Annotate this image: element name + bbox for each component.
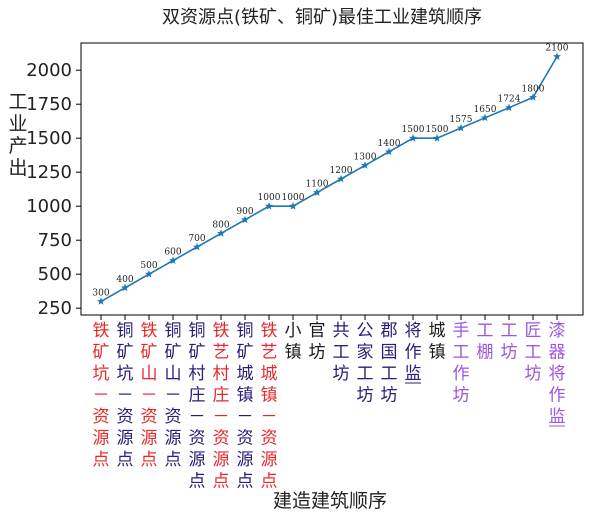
data-point [553,52,561,60]
x-axis-ticks [100,315,558,320]
y-axis-ticks: 250 500 750 1000 1250 1500 1750 2000 [26,60,81,319]
data-point [121,283,129,292]
x-category-label: 漆器将作监 [549,321,566,427]
series-markers [97,52,561,305]
x-category-label: 铜矿坑－资源点 [117,321,134,470]
data-label: 1500 [402,125,425,135]
data-point [289,202,297,210]
x-category-label: 工坊 [501,321,518,363]
data-label: 700 [188,234,205,244]
plot-area [80,42,584,316]
data-label: 1300 [354,152,377,162]
series-line [100,56,558,303]
y-axis-label-text: 工业产出 [8,91,27,179]
y-axis-label: 工业产出 [8,91,27,179]
data-point [529,93,537,101]
data-label: 600 [164,248,181,258]
y-tick-label: 1500 [26,128,72,149]
data-point [433,134,441,142]
x-category-label: 城镇 [429,321,446,363]
data-label: 800 [212,220,229,230]
x-axis-label: 建造建筑顺序 [273,490,387,512]
y-tick-label: 1750 [26,94,72,115]
x-category-label: 匠工坊 [525,321,542,384]
y-tick-label: 250 [38,298,72,319]
x-category-label: 官坊 [309,321,326,363]
x-category-label: 铁艺村庄－资源点 [213,321,230,492]
x-category-label: 共工坊 [333,321,350,384]
chart-title: 双资源点(铁矿、铜矿)最佳工业建筑顺序 [162,7,482,28]
data-label: 2100 [546,44,569,54]
data-label: 1000 [258,193,281,203]
x-category-label: 手工作坊 [453,321,470,406]
data-label: 1724 [498,95,521,105]
x-category-label: 郡国工坊 [381,321,398,406]
x-category-label: 公家工坊 [357,321,374,406]
data-label: 400 [116,275,133,285]
x-category-label: 铁矿山－资源点 [141,321,158,470]
data-label: 1800 [522,84,545,94]
data-point [217,229,225,237]
data-point [361,161,369,169]
y-tick-label: 2000 [26,60,72,81]
data-label: 1650 [474,105,497,115]
data-point [265,202,273,210]
data-point [169,256,177,264]
data-point [97,297,105,305]
data-point [457,123,465,132]
data-point [145,270,153,278]
data-label: 300 [92,288,109,298]
data-label: 1400 [378,139,401,149]
y-tick-label: 1250 [26,162,72,183]
x-category-label: 铜矿山－资源点 [165,321,182,470]
x-category-label: 铜矿村庄－资源点 [189,321,206,492]
x-category-label: 铁艺城镇－资源点 [261,321,278,492]
x-category-label: 工棚 [477,321,494,363]
data-label: 1500 [426,125,449,135]
data-point [505,103,513,112]
x-category-label: 小镇 [285,321,302,363]
data-label: 900 [236,207,253,217]
data-point [481,113,489,122]
data-label: 1575 [450,115,473,125]
x-category-label: 铜矿城镇－资源点 [237,321,254,492]
data-label: 1100 [306,180,329,190]
data-label: 500 [140,261,157,271]
x-category-label: 将作监 [405,321,422,384]
data-point [409,134,417,142]
data-point [337,174,345,183]
x-axis-categories: 铁矿坑－资源点铜矿坑－资源点铁矿山－资源点铜矿山－资源点铜矿村庄－资源点铁艺村庄… [93,321,566,492]
x-category-label: 铁矿坑－资源点 [93,321,110,470]
y-tick-label: 500 [38,264,72,285]
data-label: 1000 [282,193,305,203]
data-point [313,188,321,196]
y-tick-label: 750 [38,230,72,251]
data-point [193,242,201,251]
data-label: 1200 [330,166,353,176]
data-point [385,147,393,156]
y-tick-label: 1000 [26,196,72,217]
data-point [241,215,249,224]
